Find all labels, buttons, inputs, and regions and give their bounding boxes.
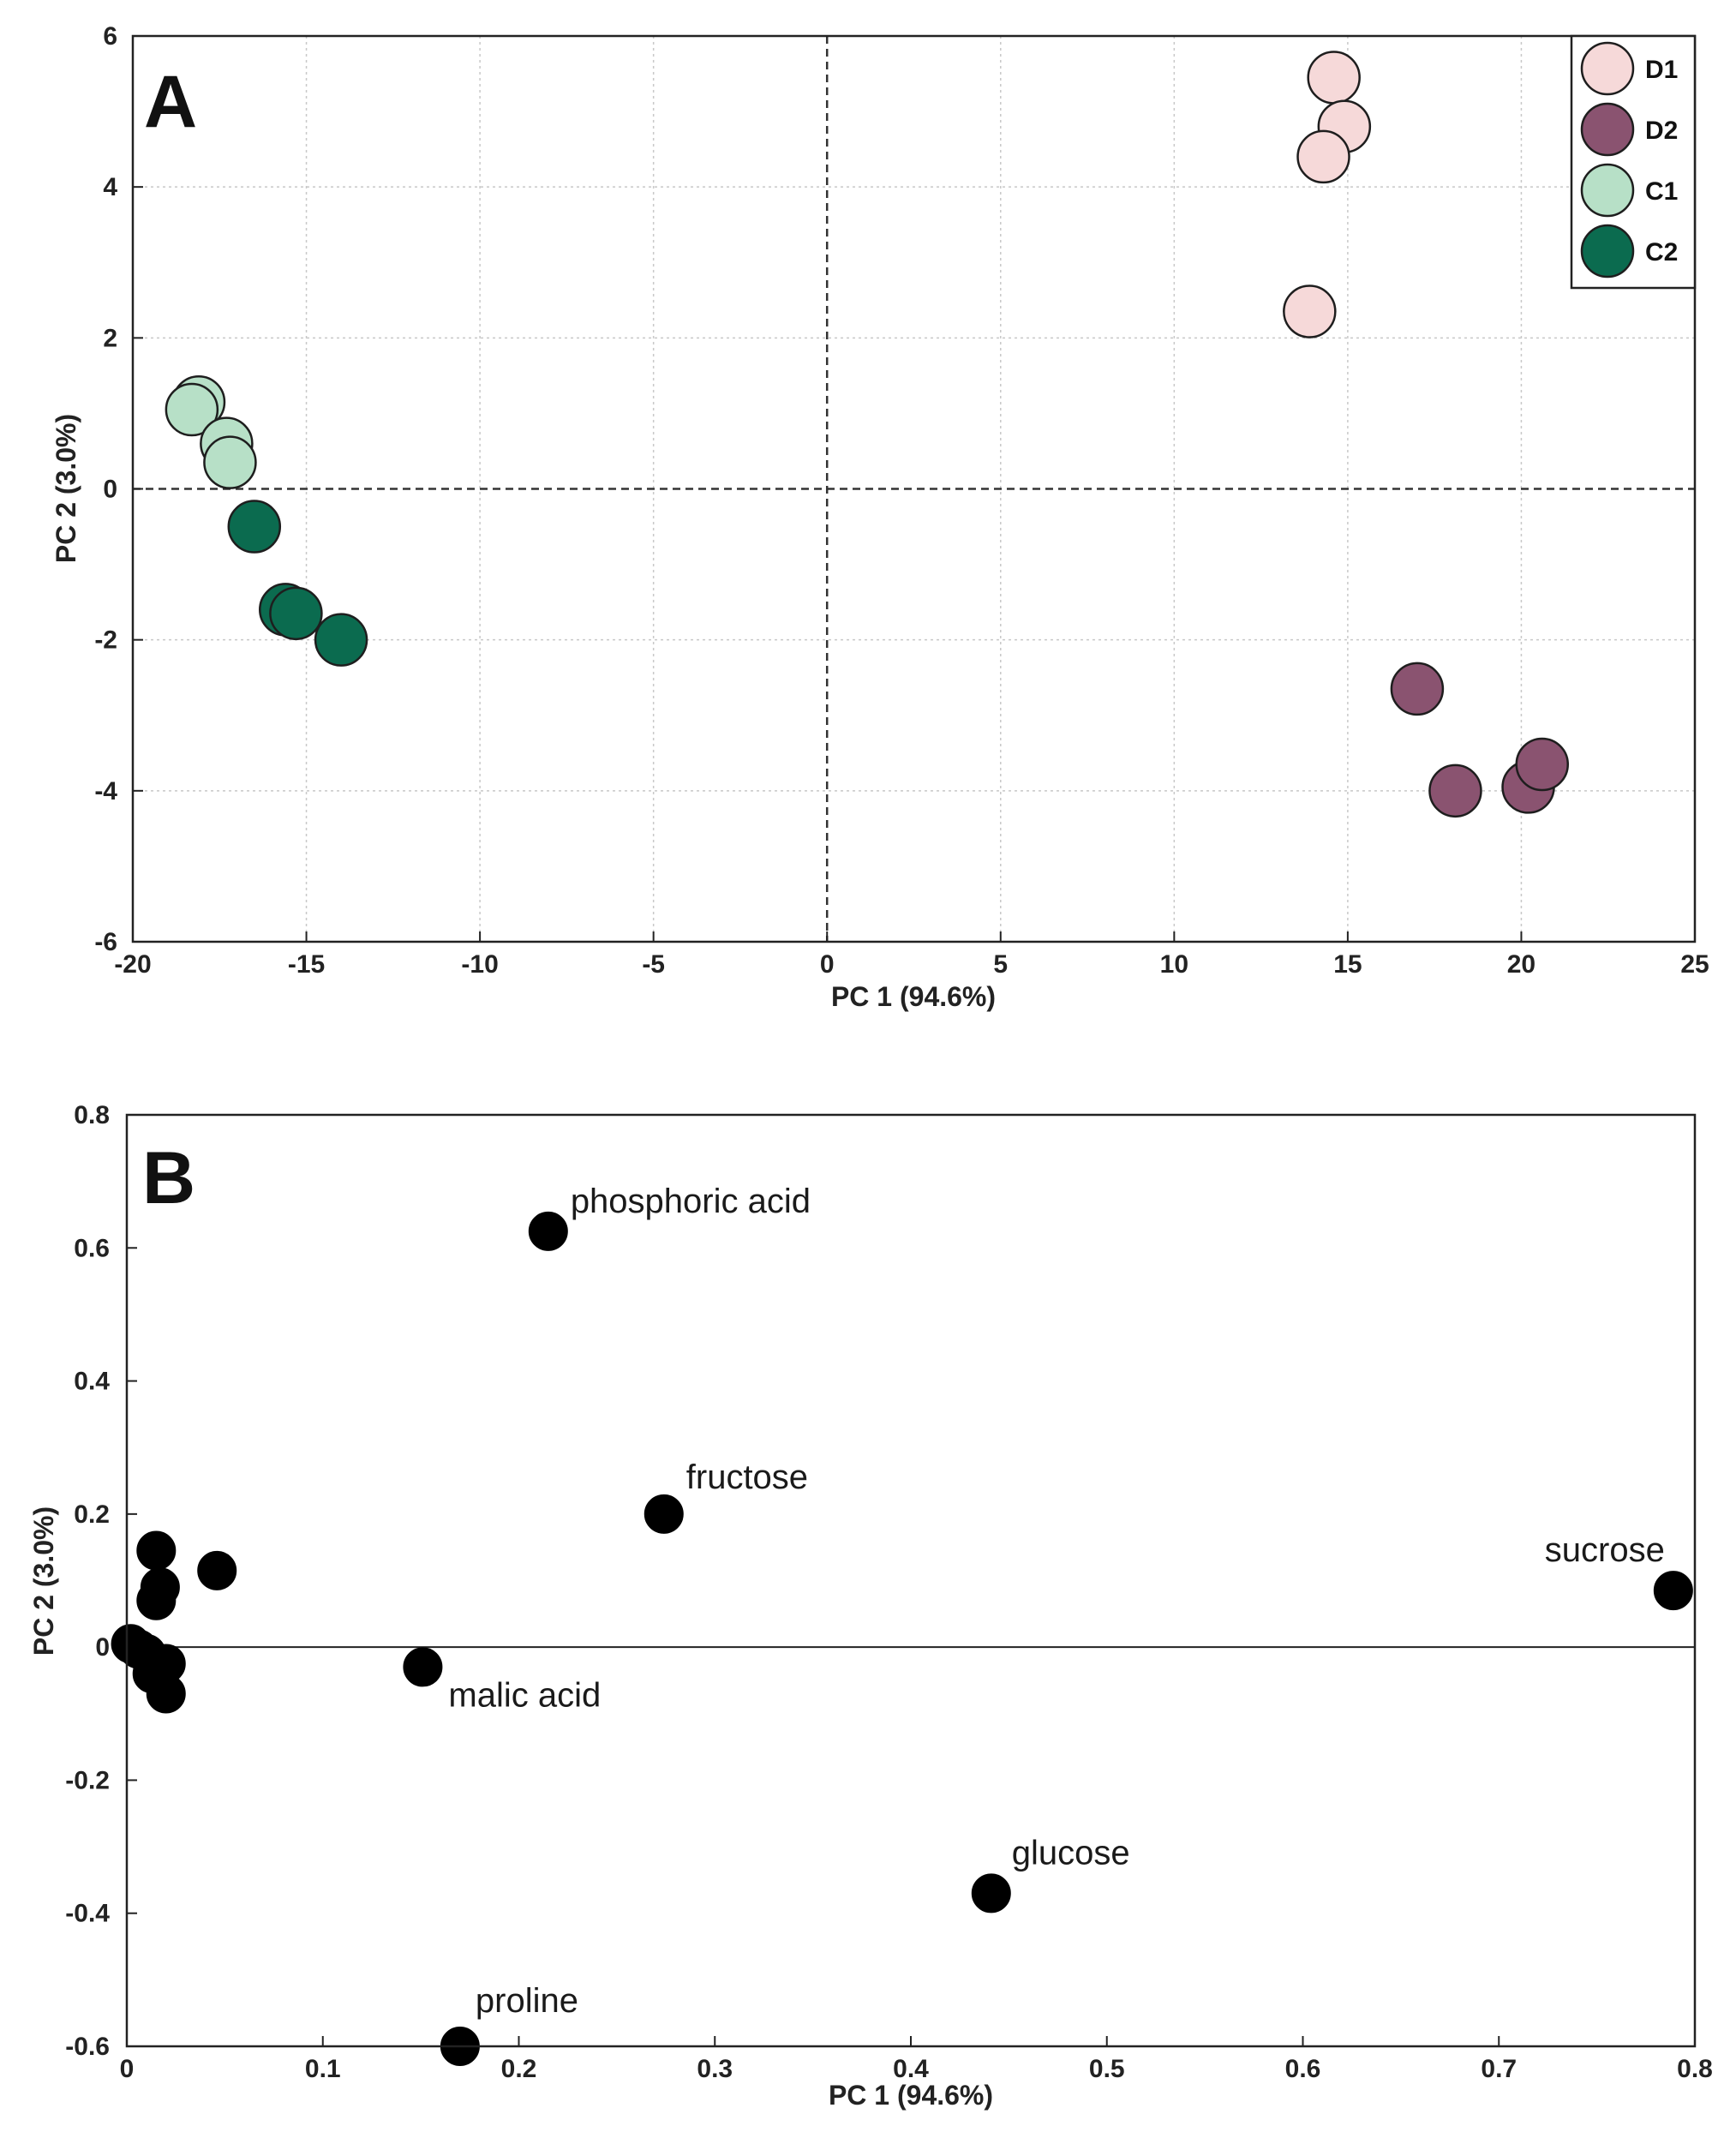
- point-c1: [165, 382, 219, 437]
- point-c2: [227, 500, 282, 554]
- point-fructose: [644, 1494, 684, 1534]
- point-d2: [1390, 662, 1445, 716]
- point-malic-acid: [403, 1647, 443, 1687]
- legend-marker-d1: [1580, 41, 1635, 96]
- x-tick-label: 0: [120, 2055, 135, 2083]
- y-tick-label: 6: [103, 22, 117, 51]
- x-tick-label: 0: [820, 950, 835, 979]
- legend-label-d1: D1: [1645, 56, 1678, 84]
- panel-a-reference-lines: [133, 36, 1695, 942]
- label-proline: proline: [476, 1982, 578, 2020]
- x-tick-label: 0.6: [1285, 2055, 1321, 2083]
- legend-marker-d2: [1580, 102, 1635, 157]
- panel-a-points: [165, 51, 1570, 818]
- x-tick-label: 0.8: [1677, 2055, 1713, 2083]
- x-tick-label: -20: [114, 950, 151, 979]
- x-tick-label: 0.2: [501, 2055, 537, 2083]
- x-tick-label: 15: [1333, 950, 1362, 979]
- y-tick-label: -2: [94, 626, 117, 655]
- panel-a-ylabel: PC 2 (3.0%): [51, 414, 81, 563]
- point-unlabeled: [146, 1674, 186, 1714]
- y-tick-label: 0.8: [74, 1101, 110, 1129]
- legend-label-c2: C2: [1645, 238, 1678, 267]
- panel-b-letter: B: [142, 1137, 195, 1219]
- y-tick-label: -0.4: [65, 1900, 110, 1928]
- panel-b-ticks: 0 0.1 0.2 0.3 0.4 0.5 0.6 0.7 0.8 -0.6 -0.4 -0.2 0 0.…: [65, 1101, 1713, 2083]
- point-unlabeled: [136, 1580, 177, 1620]
- y-tick-label: 4: [103, 173, 117, 201]
- point-unlabeled: [136, 1530, 177, 1571]
- y-tick-label: 0.2: [74, 1500, 110, 1529]
- y-tick-label: 0.4: [74, 1368, 110, 1396]
- legend-marker-c2: [1580, 224, 1635, 278]
- label-malic-acid: malic acid: [448, 1676, 601, 1714]
- x-tick-label: 25: [1680, 950, 1709, 979]
- point-phosphoric-acid: [528, 1211, 568, 1251]
- x-tick-label: 0.3: [697, 2055, 733, 2083]
- label-fructose: fructose: [686, 1458, 808, 1496]
- y-tick-label: -6: [94, 928, 117, 956]
- point-c1: [203, 435, 257, 489]
- point-d2: [1515, 737, 1570, 792]
- y-tick-label: -0.2: [65, 1766, 110, 1794]
- x-tick-label: -15: [288, 950, 325, 979]
- panel-a-letter: A: [144, 61, 197, 143]
- y-tick-label: 0: [103, 476, 117, 504]
- legend-label-d2: D2: [1645, 117, 1678, 145]
- label-glucose: glucose: [1012, 1834, 1130, 1872]
- point-c2: [269, 586, 323, 641]
- x-tick-label: -10: [461, 950, 498, 979]
- panel-a-frame: [131, 34, 1697, 943]
- x-tick-label: 0.1: [305, 2055, 341, 2083]
- panel-a-xlabel: PC 1 (94.6%): [831, 981, 996, 1012]
- x-tick-label: 0.7: [1481, 2055, 1517, 2083]
- point-d2: [1428, 764, 1482, 818]
- panel-b-ylabel: PC 2 (3.0%): [28, 1506, 59, 1656]
- x-tick-label: 10: [1160, 950, 1188, 979]
- y-tick-label: 0: [95, 1633, 110, 1662]
- point-glucose: [971, 1873, 1011, 1913]
- x-tick-label: 5: [993, 950, 1008, 979]
- y-tick-label: 2: [103, 324, 117, 352]
- panel-b-xlabel: PC 1 (94.6%): [829, 2080, 993, 2111]
- panel-b-annotations: phosphoric acid fructose sucrose malic acid…: [448, 1183, 1664, 2020]
- y-tick-label: -0.6: [65, 2033, 110, 2061]
- y-tick-label: 0.6: [74, 1234, 110, 1262]
- panel-b-frame: [125, 1113, 1697, 2048]
- panel-b: 0 0.1 0.2 0.3 0.4 0.5 0.6 0.7 0.8 -0.6 -0.4 -0.2 0 0.…: [28, 1101, 1713, 2111]
- x-tick-label: 20: [1507, 950, 1535, 979]
- point-sucrose: [1653, 1571, 1693, 1611]
- panel-a-legend: D1 D2 C1 C2: [1570, 34, 1697, 290]
- label-sucrose: sucrose: [1545, 1531, 1665, 1569]
- label-phosphoric-acid: phosphoric acid: [571, 1183, 811, 1220]
- point-unlabeled: [197, 1550, 237, 1590]
- point-d1: [1307, 51, 1361, 105]
- panel-b-points: [111, 1211, 1693, 2066]
- point-c2: [314, 613, 368, 667]
- x-tick-label: -5: [642, 950, 665, 979]
- y-tick-label: -4: [94, 777, 117, 805]
- point-d1: [1296, 129, 1350, 184]
- legend-label-c1: C1: [1645, 177, 1678, 206]
- legend-marker-c1: [1580, 163, 1635, 218]
- x-tick-label: 0.4: [893, 2055, 929, 2083]
- point-d1: [1283, 284, 1337, 338]
- x-tick-label: 0.5: [1089, 2055, 1125, 2083]
